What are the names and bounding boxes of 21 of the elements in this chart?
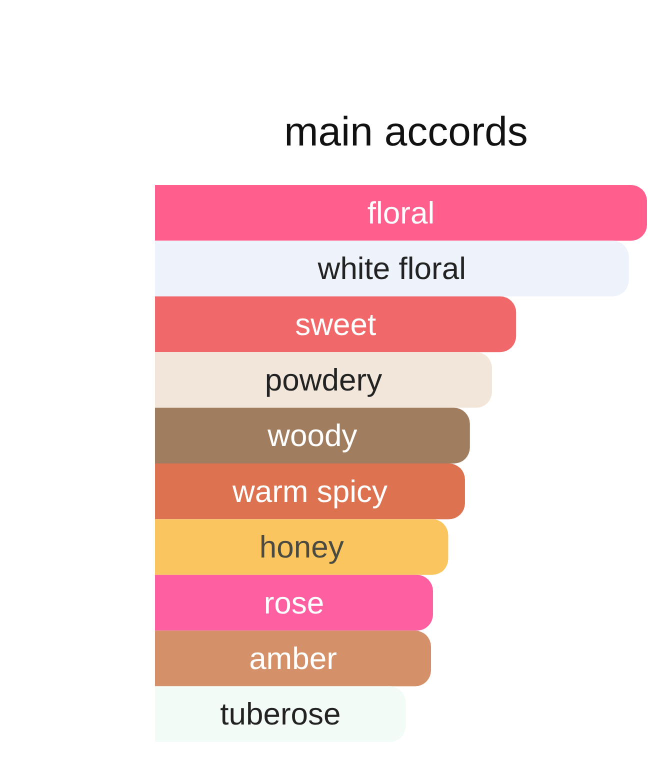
y-tick-label: sweet — [295, 306, 376, 342]
bar — [155, 240, 629, 296]
y-tick-label: floral — [367, 195, 435, 230]
chart-title: main accords — [284, 108, 528, 154]
bar — [155, 185, 647, 241]
y-tick-label: warm spicy — [231, 474, 388, 509]
y-tick-label: white floral — [316, 251, 466, 286]
y-tick-label: tuberose — [220, 696, 341, 732]
bar — [155, 464, 465, 520]
bar — [155, 686, 406, 742]
bar — [155, 519, 448, 575]
bar — [155, 574, 433, 631]
bar — [155, 352, 492, 408]
bar — [155, 630, 432, 686]
bar — [155, 296, 516, 352]
y-tick-label: powdery — [264, 362, 383, 398]
y-tick-label: rose — [264, 585, 324, 620]
y-tick-label: woody — [266, 418, 358, 454]
bar — [155, 408, 470, 464]
y-tick-label: amber — [249, 640, 337, 676]
y-tick-label: honey — [259, 530, 344, 565]
